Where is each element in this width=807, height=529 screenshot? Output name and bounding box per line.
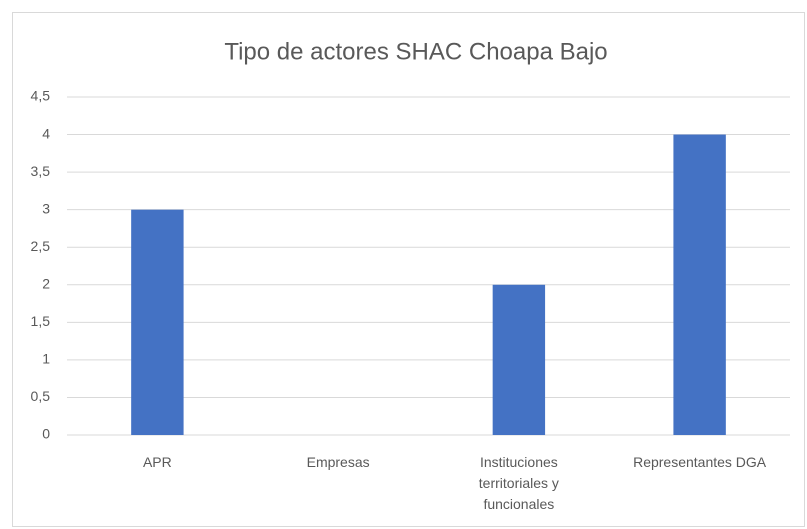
chart-title: Tipo de actores SHAC Choapa Bajo bbox=[224, 38, 607, 65]
y-tick-label: 3 bbox=[42, 200, 50, 216]
bar bbox=[673, 134, 726, 436]
y-tick-label: 1 bbox=[42, 351, 50, 367]
bar bbox=[492, 284, 546, 435]
bar bbox=[131, 209, 184, 435]
x-tick-label: APR bbox=[142, 454, 172, 470]
y-tick-label: 2,5 bbox=[31, 238, 51, 254]
x-tick-label: Representantes DGA bbox=[633, 454, 767, 470]
y-tick-label: 4,5 bbox=[31, 88, 51, 104]
x-tick-label: Instituciones territoriales y funcionale… bbox=[478, 454, 559, 512]
y-tick-label: 0,5 bbox=[31, 388, 51, 404]
y-tick-label: 0 bbox=[42, 426, 50, 442]
y-tick-label: 3,5 bbox=[31, 163, 51, 179]
y-tick-label: 4 bbox=[42, 125, 50, 141]
y-tick-label: 2 bbox=[42, 275, 50, 291]
y-tick-label: 1,5 bbox=[31, 313, 51, 329]
x-tick-label: Empresas bbox=[306, 454, 370, 470]
